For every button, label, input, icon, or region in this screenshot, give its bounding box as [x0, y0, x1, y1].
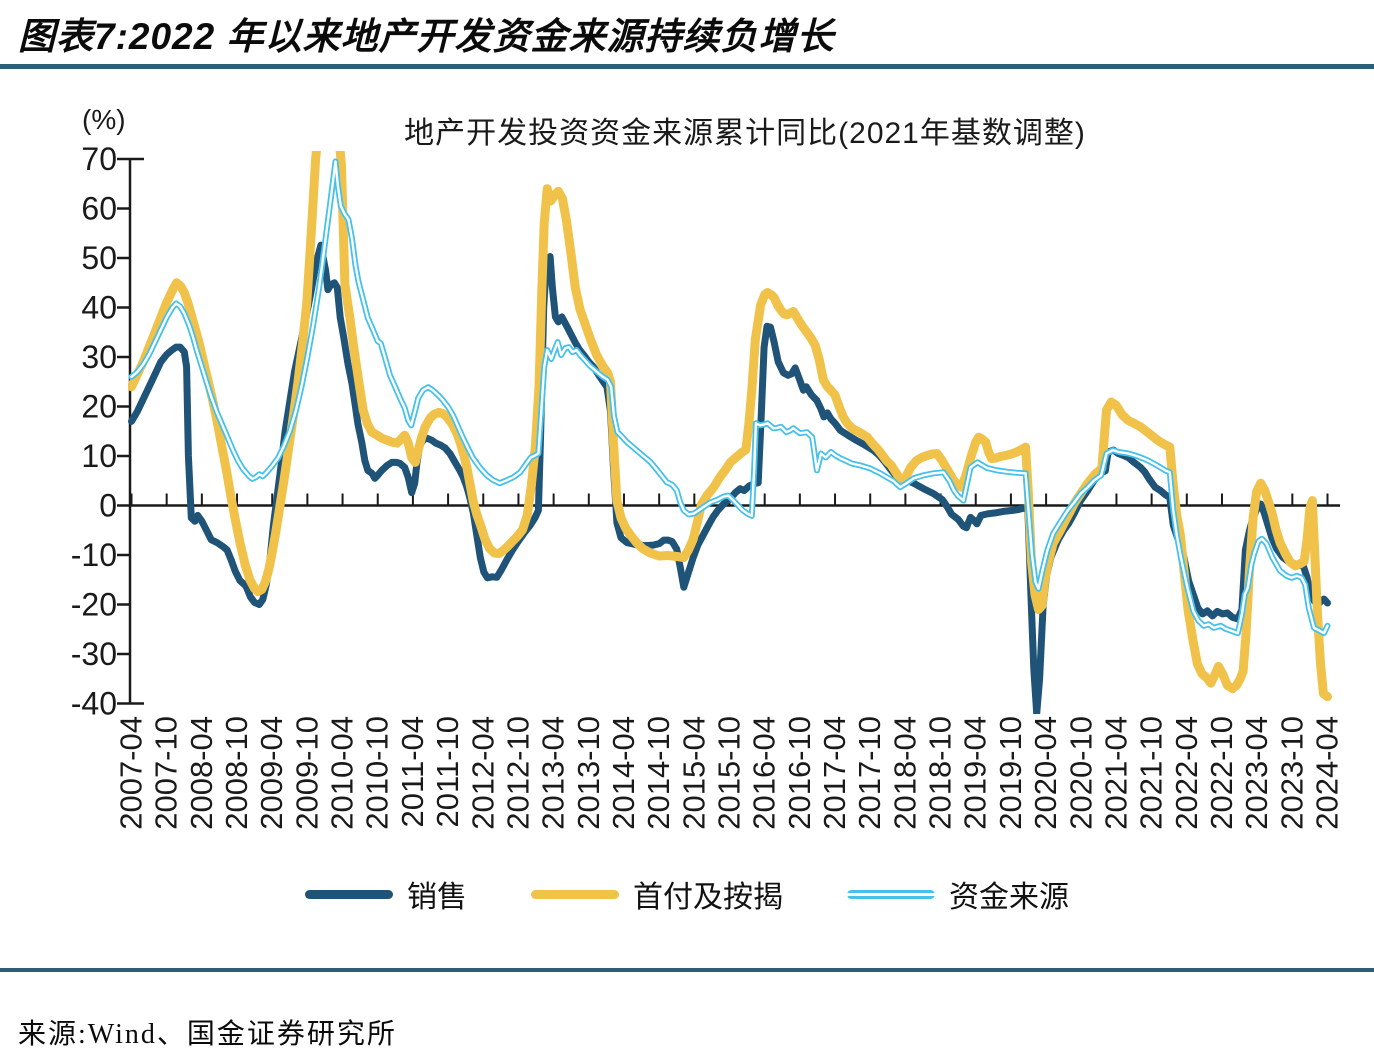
y-tick-label: 0	[99, 488, 117, 524]
x-tick-label: 2023-04	[1239, 716, 1274, 830]
legend-item-funding-sources: 资金来源	[847, 872, 1069, 916]
funding-sources-line-swatch-icon	[847, 889, 935, 899]
x-tick-label: 2014-04	[606, 716, 641, 830]
x-tick-label: 2019-10	[993, 716, 1028, 830]
x-tick-label: 2013-10	[571, 716, 606, 830]
y-tick-label: -40	[71, 686, 117, 722]
x-tick-label: 2016-10	[782, 716, 817, 830]
x-tick-label: 2022-04	[1169, 716, 1204, 830]
x-tick-label: 2012-10	[500, 716, 535, 830]
x-tick-label: 2008-04	[184, 716, 219, 830]
y-tick-label: 20	[81, 389, 117, 425]
x-tick-label: 2010-10	[360, 716, 395, 830]
x-tick-label: 2009-04	[254, 716, 289, 830]
chart-legend: 销售 首付及按揭 资金来源	[0, 872, 1374, 916]
x-tick-label: 2015-10	[712, 716, 747, 830]
y-tick-label: 30	[81, 339, 117, 375]
y-axis	[117, 157, 144, 705]
x-tick-label: 2015-04	[676, 716, 711, 830]
x-tick-label: 2020-04	[1028, 716, 1063, 830]
x-tick-label: 2009-10	[289, 716, 324, 830]
chart-title: 地产开发投资资金来源累计同比(2021年基数调整)	[404, 117, 1086, 150]
x-tick-label: 2022-10	[1204, 716, 1239, 830]
top-divider	[0, 64, 1374, 69]
x-tick-label: 2017-10	[852, 716, 887, 830]
legend-label-downpayment-mortgage: 首付及按揭	[633, 881, 783, 914]
y-axis-labels: 70 60 50 40 30 20 10 0 -10 -20 -30 -40	[71, 141, 117, 722]
figure-title: 图表7:2022 年以来地产开发资金来源持续负增长	[18, 16, 835, 57]
x-tick-label: 2008-10	[219, 716, 254, 830]
x-axis-labels: 2007-04 2007-10 2008-04 2008-10 2009-04 2009-…	[114, 716, 1345, 830]
x-tick-label: 2020-10	[1063, 716, 1098, 830]
y-tick-label: -10	[71, 537, 117, 573]
x-tick-label: 2013-04	[536, 716, 571, 830]
source-note: 来源:Wind、国金证券研究所	[18, 1019, 397, 1050]
x-tick-label: 2021-04	[1098, 716, 1133, 830]
series-funding-sources-line-core	[130, 160, 1329, 635]
legend-item-downpayment-mortgage: 首付及按揭	[531, 872, 783, 916]
x-tick-label: 2019-04	[958, 716, 993, 830]
x-tick-label: 2011-04	[395, 716, 430, 827]
legend-label-funding-sources: 资金来源	[949, 881, 1069, 914]
x-tick-label: 2016-04	[747, 716, 782, 830]
legend-item-sales: 销售	[305, 872, 467, 916]
downpayment-mortgage-line-swatch-icon	[531, 889, 619, 899]
x-tick-label: 2012-04	[465, 716, 500, 830]
x-tick-label: 2023-10	[1274, 716, 1309, 830]
y-tick-label: 10	[81, 438, 117, 474]
y-tick-label: 40	[81, 290, 117, 326]
x-tick-label: 2024-04	[1310, 716, 1345, 830]
x-tick-label: 2018-10	[923, 716, 958, 830]
x-tick-label: 2007-10	[149, 716, 184, 830]
x-tick-label: 2014-10	[641, 716, 676, 830]
x-tick-label: 2011-10	[430, 716, 465, 827]
x-tick-label: 2010-04	[325, 716, 360, 830]
bottom-divider	[0, 968, 1374, 972]
series-sales-line	[128, 241, 1331, 714]
y-tick-label: -30	[71, 636, 117, 672]
x-tick-label: 2007-04	[114, 716, 149, 830]
y-tick-label: 70	[81, 141, 117, 177]
legend-label-sales: 销售	[407, 881, 467, 914]
y-tick-label: 50	[81, 240, 117, 276]
x-tick-label: 2017-04	[817, 716, 852, 830]
sales-line-swatch-icon	[305, 889, 393, 899]
series-downpayment-mortgage-line	[128, 151, 1332, 702]
y-axis-unit-label: (%)	[82, 104, 126, 135]
x-tick-label: 2021-10	[1134, 716, 1169, 830]
y-tick-label: -20	[71, 587, 117, 623]
x-tick-label: 2018-04	[887, 716, 922, 830]
y-tick-label: 60	[81, 191, 117, 227]
